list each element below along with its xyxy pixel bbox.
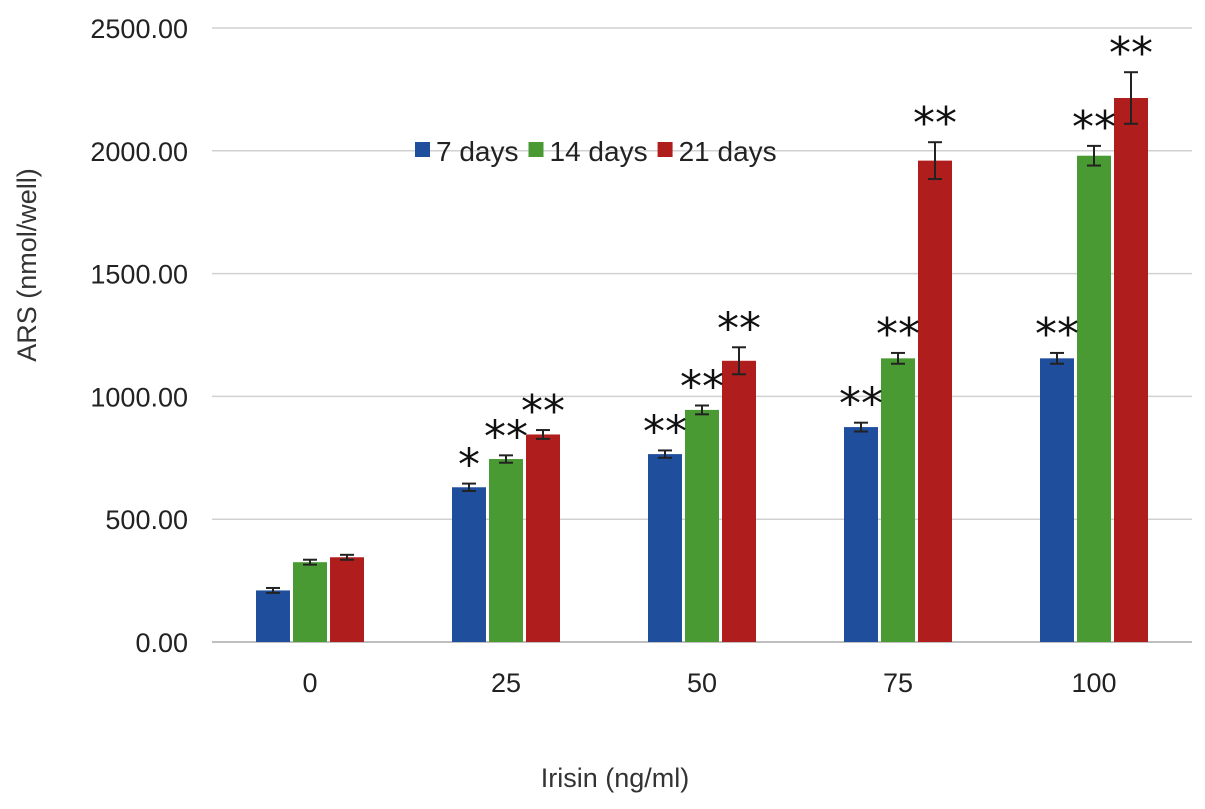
bar: [330, 557, 364, 642]
legend-swatch: [528, 142, 544, 157]
bars: [256, 97, 1148, 643]
y-axis-ticks: 0.00 500.00 1000.00 1500.00 2000.00 2500.00: [90, 14, 188, 658]
significance-marker: **: [876, 309, 920, 360]
significance-marker: **: [839, 379, 883, 430]
y-tick-label: 500.00: [105, 505, 188, 535]
legend-swatch: [657, 142, 673, 157]
x-tick-label: 50: [687, 668, 717, 698]
error-bar: [340, 553, 354, 561]
legend-label: 7 days: [436, 136, 519, 167]
error-bar: [928, 141, 942, 181]
legend-swatch: [415, 142, 430, 157]
error-bar: [1124, 71, 1138, 125]
significance-marker: **: [1109, 28, 1153, 79]
error-bar: [695, 404, 709, 416]
error-bar: [658, 449, 672, 459]
legend: 7 days 14 days 21 days: [415, 136, 777, 167]
y-tick-label: 2000.00: [90, 137, 188, 167]
error-bar: [462, 482, 476, 492]
error-bar: [732, 346, 746, 376]
bar: [489, 459, 523, 642]
bar: [1077, 155, 1111, 642]
bar: [881, 358, 915, 642]
bar: [1114, 97, 1148, 643]
y-tick-label: 0.00: [135, 628, 188, 658]
x-tick-label: 25: [491, 668, 521, 698]
error-bar: [499, 454, 513, 464]
significance-marker: **: [913, 98, 957, 149]
y-tick-label: 1000.00: [90, 382, 188, 412]
significance-marker: **: [643, 406, 687, 457]
bar: [844, 427, 878, 642]
y-axis-title: ARS (nmol/well): [12, 168, 42, 362]
error-bar: [266, 586, 280, 594]
significance-markers: ***** ******************: [458, 28, 1153, 490]
error-bar: [854, 421, 868, 433]
bar: [452, 487, 486, 642]
bar: [526, 434, 560, 642]
significance-marker: **: [680, 361, 724, 412]
significance-marker: **: [717, 303, 761, 354]
error-bar: [1087, 144, 1101, 167]
bar: [648, 454, 682, 642]
significance-marker: **: [521, 386, 565, 437]
error-bar: [1050, 351, 1064, 365]
legend-label: 14 days: [550, 136, 648, 167]
x-tick-label: 100: [1071, 668, 1116, 698]
significance-marker: **: [484, 411, 528, 462]
bar: [918, 160, 952, 642]
x-tick-label: 0: [302, 668, 317, 698]
significance-marker: *: [458, 440, 480, 491]
significance-marker: **: [1035, 309, 1079, 360]
error-bar: [303, 558, 317, 566]
x-axis-title: Irisin (ng/ml): [541, 763, 690, 793]
legend-label: 21 days: [679, 136, 777, 167]
y-tick-label: 2500.00: [90, 14, 188, 44]
error-bar: [891, 351, 905, 365]
bar: [722, 360, 756, 642]
x-axis-ticks: 0 25 50 75 100: [302, 668, 1116, 698]
gridlines: [212, 27, 1192, 643]
bar: [1040, 358, 1074, 642]
bar: [293, 562, 327, 642]
y-tick-label: 1500.00: [90, 260, 188, 290]
error-bar: [536, 429, 550, 440]
error-bars: [266, 71, 1138, 594]
x-tick-label: 75: [883, 668, 913, 698]
bar: [685, 409, 719, 642]
significance-marker: **: [1072, 102, 1116, 153]
bar: [256, 590, 290, 642]
